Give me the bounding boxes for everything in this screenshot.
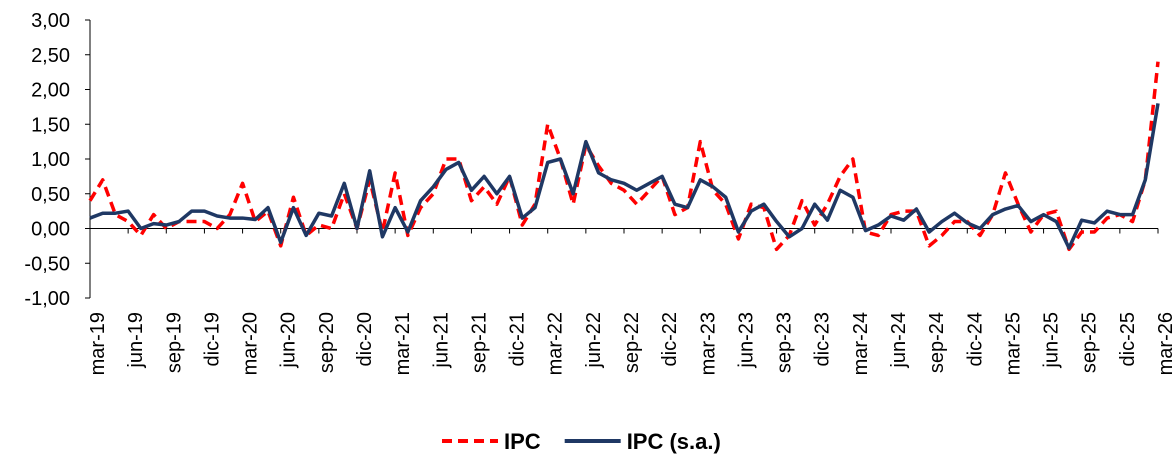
y-tick-label: 0,50 [31, 184, 70, 206]
x-tick-label: dic-21 [507, 312, 529, 366]
y-tick-label: 0,00 [31, 219, 70, 241]
y-tick-label: 1,50 [31, 114, 70, 136]
y-tick-label: 2,00 [31, 80, 70, 102]
x-tick-label: mar-20 [240, 312, 262, 375]
x-tick-label: mar-23 [697, 312, 719, 375]
y-tick-label: -0,50 [24, 253, 70, 275]
x-tick-label: jun-22 [583, 312, 605, 369]
x-tick-label: jun-25 [1041, 312, 1063, 369]
x-tick-label: mar-26 [1155, 312, 1174, 375]
y-tick-label: -1,00 [24, 288, 70, 310]
x-tick-label: dic-20 [354, 312, 376, 366]
y-tick-label: 2,50 [31, 45, 70, 67]
x-tick-label: sep-21 [468, 312, 490, 373]
x-tick-label: jun-24 [888, 312, 910, 369]
y-tick-label: 1,00 [31, 149, 70, 171]
x-tick-label: mar-21 [392, 312, 414, 375]
x-tick-label: dic-23 [812, 312, 834, 366]
series-line [88, 61, 1160, 252]
x-tick-label: sep-24 [926, 312, 948, 373]
x-tick-label: mar-25 [1002, 312, 1024, 375]
x-tick-label: sep-22 [621, 312, 643, 373]
x-tick-label: sep-25 [1079, 312, 1101, 373]
x-tick-label: dic-22 [659, 312, 681, 366]
y-tick-label: 3,00 [31, 10, 70, 32]
x-tick-label: jun-19 [125, 312, 147, 369]
x-tick-label: sep-20 [316, 312, 338, 373]
x-tick-label: mar-24 [850, 312, 872, 375]
x-tick-label: jun-20 [278, 312, 300, 369]
x-tick-label: jun-21 [430, 312, 452, 369]
x-tick-label: mar-22 [545, 312, 567, 375]
x-tick-label: jun-23 [735, 312, 757, 369]
x-tick-label: sep-23 [774, 312, 796, 373]
legend-label: IPC [504, 429, 541, 454]
x-tick-label: mar-19 [87, 312, 109, 375]
legend-label: IPC (s.a.) [627, 429, 721, 454]
x-tick-label: sep-19 [163, 312, 185, 373]
x-tick-label: dic-19 [201, 312, 223, 366]
series-line [89, 103, 1160, 250]
x-tick-label: dic-24 [964, 312, 986, 366]
x-tick-label: dic-25 [1117, 312, 1139, 366]
